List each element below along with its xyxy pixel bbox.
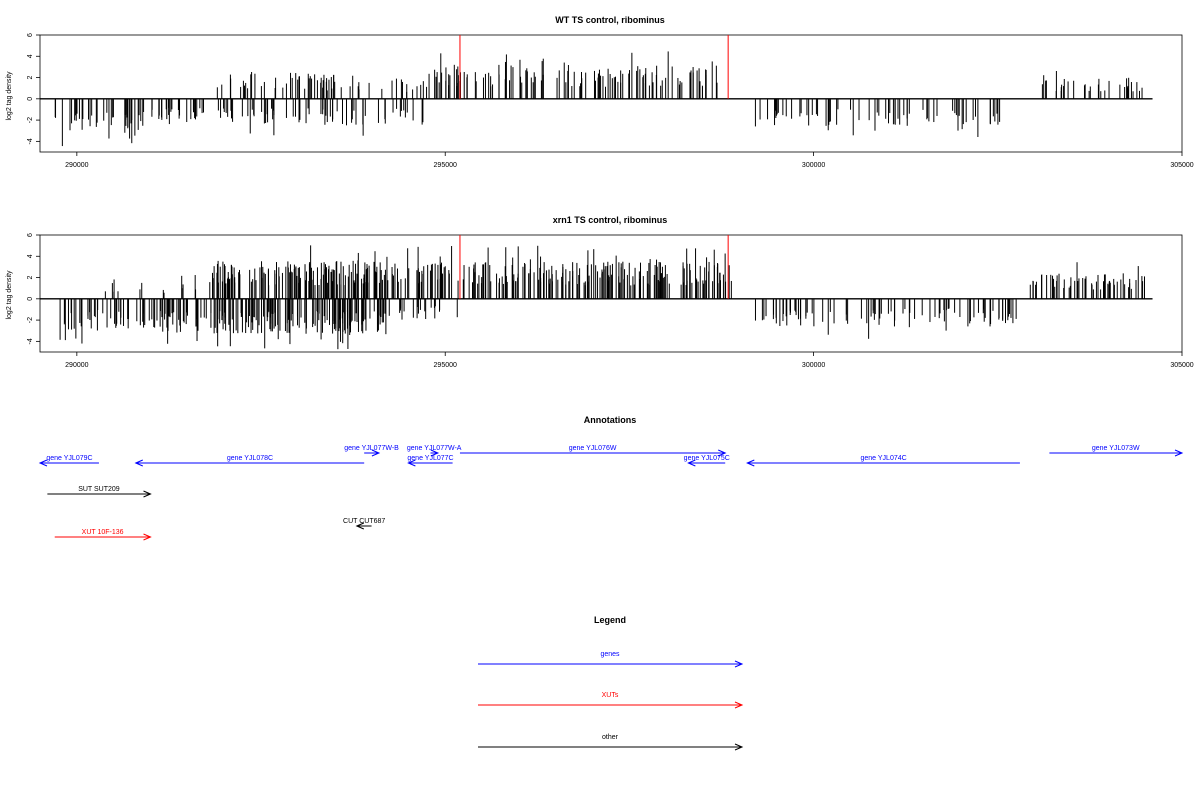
feature-arrow-head xyxy=(746,459,755,467)
legend-arrow-other-head xyxy=(734,743,744,751)
legend: Legend genes XUTs other xyxy=(478,615,744,751)
xrn1-xtick-label: 295000 xyxy=(434,362,457,369)
feature-label: gene YJL079C xyxy=(46,455,92,462)
feature-label: gene YJL073W xyxy=(1092,445,1140,452)
legend-label: other xyxy=(602,734,619,741)
feature-arrow-head xyxy=(687,459,696,467)
xrn1-panel-title: xrn1 TS control, ribominus xyxy=(553,215,668,225)
legend-label: XUTs xyxy=(602,692,619,699)
xrn1-ytick-label: -2 xyxy=(27,317,34,323)
wt-ytick-label: 4 xyxy=(27,54,34,58)
feature-label: gene YJL075C xyxy=(684,455,730,462)
wt-panel-title: WT TS control, ribominus xyxy=(555,15,665,25)
xrn1-ytick-label: -4 xyxy=(27,338,34,344)
legend-label: genes xyxy=(600,651,620,658)
wt-panel: WT TS control, ribominus log2 tag densit… xyxy=(6,15,1194,169)
wt-panel-ylabel: log2 tag density xyxy=(6,71,13,121)
feature-label: gene YJL077W-B xyxy=(344,445,399,452)
wt-xtick-label: 300000 xyxy=(802,162,825,169)
annotations-title: Annotations xyxy=(584,415,637,425)
annotations-track: Annotations gene YJL079C gene YJL078C gene… xyxy=(38,415,1184,541)
wt-ytick-label: 2 xyxy=(27,75,34,79)
feature-arrow-head xyxy=(371,449,381,457)
wt-plot-frame xyxy=(39,34,1183,153)
xrn1-xtick-label: 300000 xyxy=(802,362,825,369)
xrn1-plot-frame xyxy=(39,234,1183,353)
feature-arrow-head xyxy=(1174,449,1184,457)
feature-label: gene YJL078C xyxy=(227,455,273,462)
feature-arrow-head xyxy=(38,459,48,467)
feature-label: gene YJL074C xyxy=(861,455,907,462)
feature-label: gene YJL077W-A xyxy=(407,445,462,452)
wt-xtick-label: 290000 xyxy=(65,162,88,169)
legend-title: Legend xyxy=(594,615,626,625)
xrn1-ytick-label: 2 xyxy=(27,275,34,279)
feature-label: SUT SUT209 xyxy=(78,486,120,493)
xrn1-ytick-label: 6 xyxy=(27,233,34,237)
feature-arrow-head xyxy=(143,533,152,541)
feature-arrow-head xyxy=(430,449,440,457)
feature-arrow-head xyxy=(143,490,152,498)
feature-label: gene YJL077C xyxy=(407,455,453,462)
feature-arrow-head xyxy=(355,522,365,530)
wt-ytick-label: 0 xyxy=(27,97,34,101)
xrn1-ytick-label: 4 xyxy=(27,254,34,258)
feature-arrow-head xyxy=(407,459,416,467)
wt-ytick-label: -4 xyxy=(27,138,34,144)
wt-xtick-label: 305000 xyxy=(1170,162,1193,169)
feature-arrow-head xyxy=(134,459,143,467)
legend-arrow-XUTs-head xyxy=(734,701,744,709)
wt-ytick-label: -2 xyxy=(27,117,34,123)
feature-label: CUT CUT687 xyxy=(343,518,385,525)
xrn1-ytick-label: 0 xyxy=(27,297,34,301)
wt-ytick-label: 6 xyxy=(27,33,34,37)
legend-arrow-genes-head xyxy=(734,660,744,668)
feature-arrow-head xyxy=(718,449,727,457)
xrn1-xtick-label: 305000 xyxy=(1170,362,1193,369)
xrn1-panel-ylabel: log2 tag density xyxy=(6,270,13,320)
xrn1-xtick-label: 290000 xyxy=(65,362,88,369)
feature-label: gene YJL076W xyxy=(569,445,617,452)
xrn1-panel: xrn1 TS control, ribominus log2 tag dens… xyxy=(6,215,1194,369)
feature-label: XUT 10F-136 xyxy=(82,529,124,536)
wt-xtick-label: 295000 xyxy=(434,162,457,169)
